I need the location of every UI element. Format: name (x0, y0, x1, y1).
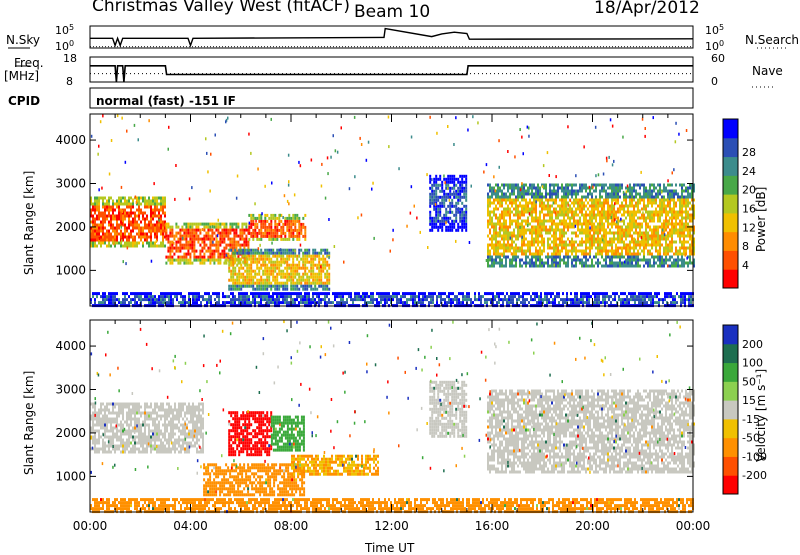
xtick-label-3: 12:00 (374, 519, 409, 533)
velocity-feature-2 (228, 411, 272, 456)
velocity-colorbar-tick-2: 50 (742, 375, 756, 388)
freq-tick-right-0: 60 (711, 52, 725, 65)
xtick-label-1: 04:00 (173, 519, 208, 533)
velocity-ytick-label-1000: 1000 (55, 469, 86, 483)
xtick-label-6: 00:00 (676, 519, 711, 533)
velocity-colorbar-segment-2 (723, 438, 738, 457)
xtick-label-4: 16:00 (475, 519, 510, 533)
velocity-colorbar-segment-6 (723, 363, 738, 382)
velocity-colorbar-tick-4: -15 (742, 413, 760, 426)
velocity-colorbar-segment-1 (723, 456, 738, 475)
velocity-colorbar-segment-0 (723, 475, 738, 494)
noise-tick-left-1: 100 (55, 39, 74, 53)
power-colorbar-tick-2: 12 (742, 221, 756, 234)
velocity-colorbar-tick-0: 200 (742, 338, 763, 351)
freq-tick-right-1: 0 (711, 75, 718, 88)
power-ytick-label-3000: 3000 (55, 177, 86, 191)
noise-tick-left-0: 105 (55, 23, 74, 37)
power-colorbar (723, 119, 738, 289)
power-colorbar-segment-7 (723, 138, 738, 157)
velocity-colorbar-segment-7 (723, 344, 738, 363)
velocity-colorbar-tick-6: -100 (742, 450, 767, 463)
power-colorbar-tick-1: 8 (742, 240, 749, 253)
freq-tick-left-1: 8 (66, 75, 73, 88)
power-colorbar-segment-1 (723, 250, 738, 269)
freq-tick-left-0: 18 (63, 52, 77, 65)
noise-tick-right-1: 100 (705, 39, 724, 53)
power-feature-5 (487, 184, 695, 268)
power-colorbar-tick-3: 16 (742, 203, 756, 216)
velocity-feature-3 (271, 416, 305, 452)
velocity-feature-0 (90, 403, 204, 454)
cpid-panel-frame (90, 88, 693, 108)
xtick-label-2: 08:00 (274, 519, 309, 533)
velocity-colorbar-tick-7: -200 (742, 469, 767, 482)
power-colorbar-segment-5 (723, 175, 738, 194)
power-colorbar-tick-6: 28 (742, 146, 756, 159)
freq-panel-frame (90, 57, 693, 82)
power-colorbar-tick-0: 4 (742, 259, 749, 272)
velocity-colorbar-tick-3: 15 (742, 394, 756, 407)
power-colorbar-segment-4 (723, 194, 738, 213)
xtick-label-5: 20:00 (575, 519, 610, 533)
velocity-colorbar (723, 325, 738, 495)
velocity-colorbar-segment-3 (723, 419, 738, 438)
velocity-ytick-label-2000: 2000 (55, 426, 86, 440)
velocity-feature-6 (487, 390, 695, 474)
velocity-colorbar-segment-5 (723, 381, 738, 400)
velocity-colorbar-tick-5: -50 (742, 432, 760, 445)
velocity-ytick-label-3000: 3000 (55, 383, 86, 397)
power-colorbar-segment-8 (723, 119, 738, 138)
xtick-label-0: 00:00 (73, 519, 108, 533)
velocity-feature-1 (203, 463, 305, 496)
power-panel (90, 114, 738, 307)
power-feature-0 (90, 197, 166, 248)
power-feature-2 (228, 249, 330, 291)
velocity-feature-4 (291, 455, 379, 476)
power-feature-3 (248, 214, 306, 241)
power-colorbar-segment-3 (723, 213, 738, 232)
velocity-panel (90, 320, 738, 513)
power-ytick-label-2000: 2000 (55, 220, 86, 234)
velocity-feature-5 (429, 381, 467, 438)
noise-series-0 (90, 29, 693, 46)
power-ytick-label-4000: 4000 (55, 133, 86, 147)
power-colorbar-segment-2 (723, 232, 738, 251)
power-colorbar-tick-4: 20 (742, 184, 756, 197)
velocity-ytick-label-4000: 4000 (55, 339, 86, 353)
power-colorbar-segment-0 (723, 269, 738, 288)
noise-tick-right-0: 105 (705, 23, 724, 37)
power-colorbar-segment-6 (723, 157, 738, 176)
velocity-colorbar-segment-8 (723, 325, 738, 344)
power-ytick-label-1000: 1000 (55, 263, 86, 277)
power-colorbar-tick-5: 24 (742, 165, 756, 178)
velocity-colorbar-segment-4 (723, 400, 738, 419)
velocity-colorbar-tick-1: 100 (742, 357, 763, 370)
